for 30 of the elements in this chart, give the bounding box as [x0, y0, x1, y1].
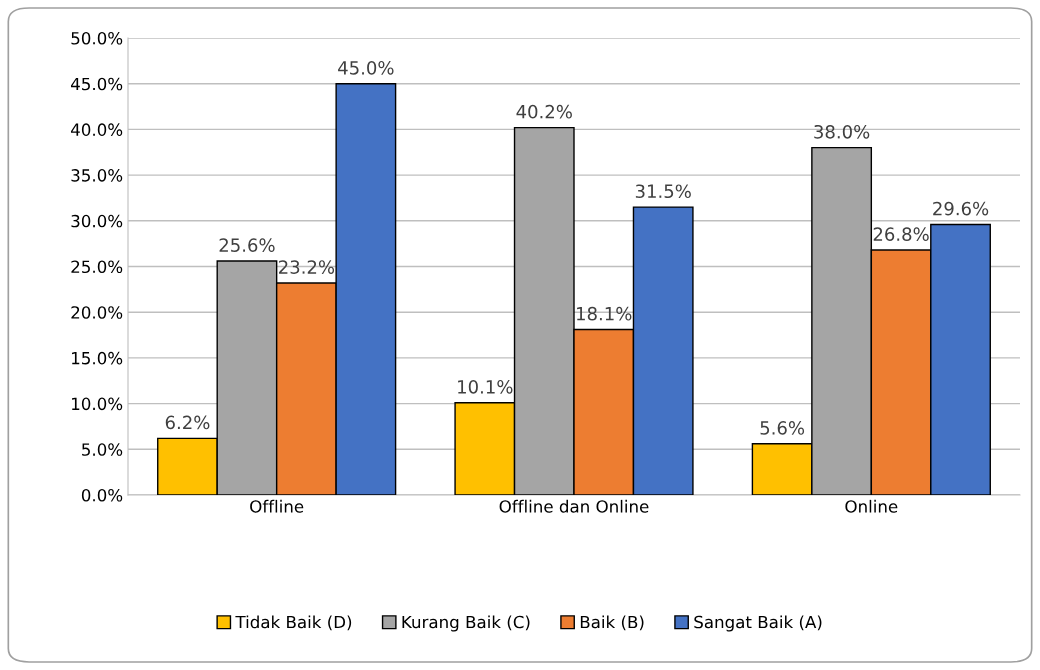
y-tick-label: 50.0% — [71, 31, 123, 45]
y-tick-label: 35.0% — [71, 169, 123, 182]
y-tick-label: 20.0% — [71, 306, 123, 319]
y-tick-label: 40.0% — [71, 123, 123, 136]
y-tick-label: 5.0% — [82, 443, 123, 456]
data-label: 18.1% — [577, 306, 632, 321]
data-label: 38.0% — [814, 124, 870, 139]
y-tick-label: 0.0% — [81, 488, 123, 502]
legend-label: Kurang Baik (C) — [402, 615, 530, 632]
y-tick-label: 45.0% — [71, 77, 123, 91]
x-tick-label: Offline — [250, 499, 304, 513]
x-tick-label: Offline dan Online — [499, 499, 649, 513]
y-tick-label: 25.0% — [71, 260, 123, 274]
data-label: 45.0% — [338, 60, 394, 75]
y-tick-label: 10.0% — [72, 397, 123, 411]
data-label: 10.1% — [458, 379, 513, 394]
data-label: 31.5% — [635, 184, 691, 199]
x-tick-label: Online — [845, 499, 898, 513]
y-tick-label: 30.0% — [71, 214, 123, 228]
legend-label: Sangat Baik (A) — [694, 615, 822, 632]
y-tick-label: 15.0% — [72, 351, 123, 365]
legend-label: Tidak Baik (D) — [235, 615, 352, 631]
data-label: 25.6% — [219, 238, 275, 252]
data-label: 5.6% — [760, 421, 805, 435]
data-label: 29.6% — [933, 201, 989, 216]
data-label: 23.2% — [279, 260, 335, 274]
data-label: 26.8% — [873, 227, 929, 241]
legend-label: Baik (B) — [580, 615, 644, 631]
data-label: 40.2% — [516, 104, 572, 119]
data-label: 6.2% — [165, 415, 210, 430]
